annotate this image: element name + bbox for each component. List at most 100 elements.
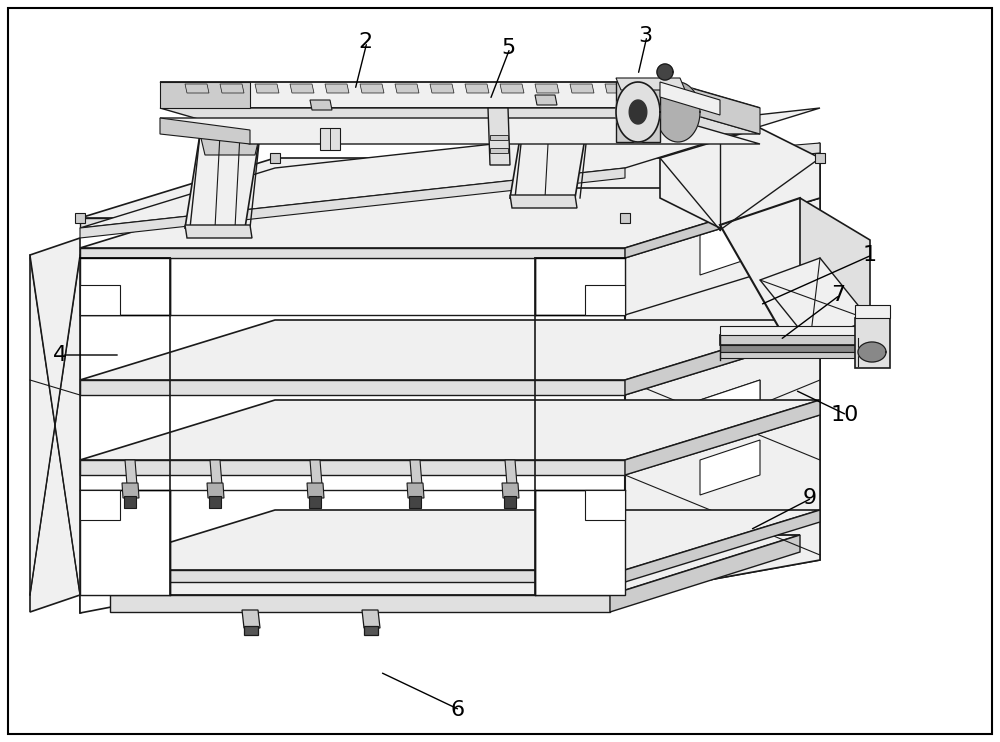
Text: 10: 10 <box>831 405 859 425</box>
Polygon shape <box>185 134 260 228</box>
Polygon shape <box>720 326 875 335</box>
Polygon shape <box>185 84 209 93</box>
Polygon shape <box>410 460 422 485</box>
Polygon shape <box>124 496 136 508</box>
Polygon shape <box>800 198 870 320</box>
Polygon shape <box>160 82 760 108</box>
Polygon shape <box>122 483 139 498</box>
Polygon shape <box>625 320 820 395</box>
Polygon shape <box>75 213 85 223</box>
Polygon shape <box>625 188 820 258</box>
Polygon shape <box>535 95 557 105</box>
Polygon shape <box>720 352 875 358</box>
Polygon shape <box>625 158 820 595</box>
Polygon shape <box>80 258 625 595</box>
Polygon shape <box>360 84 384 93</box>
Polygon shape <box>80 108 820 228</box>
Polygon shape <box>209 496 221 508</box>
Polygon shape <box>80 218 625 228</box>
Polygon shape <box>80 168 625 238</box>
Polygon shape <box>110 595 610 612</box>
Text: 2: 2 <box>358 32 372 52</box>
Polygon shape <box>80 380 625 395</box>
Polygon shape <box>290 84 314 93</box>
Polygon shape <box>625 400 820 475</box>
Polygon shape <box>80 400 820 460</box>
Polygon shape <box>325 84 349 93</box>
Polygon shape <box>185 225 252 238</box>
Polygon shape <box>320 128 340 150</box>
Polygon shape <box>625 510 820 582</box>
Polygon shape <box>656 82 700 142</box>
Polygon shape <box>80 188 820 248</box>
Polygon shape <box>275 403 820 473</box>
Polygon shape <box>220 84 244 93</box>
Polygon shape <box>80 158 820 218</box>
Polygon shape <box>490 148 508 153</box>
Text: 4: 4 <box>53 345 67 365</box>
Polygon shape <box>610 535 800 612</box>
Polygon shape <box>80 258 170 315</box>
Polygon shape <box>200 134 260 155</box>
Polygon shape <box>275 143 820 198</box>
Polygon shape <box>815 153 825 163</box>
Polygon shape <box>535 258 625 315</box>
Polygon shape <box>80 220 200 613</box>
Polygon shape <box>395 84 419 93</box>
Polygon shape <box>858 342 886 362</box>
Polygon shape <box>720 198 870 347</box>
Polygon shape <box>625 158 820 595</box>
Polygon shape <box>275 288 820 358</box>
Text: 6: 6 <box>451 700 465 720</box>
Polygon shape <box>535 84 559 93</box>
Polygon shape <box>720 345 875 352</box>
Polygon shape <box>80 235 145 613</box>
Polygon shape <box>616 82 660 142</box>
Polygon shape <box>616 82 660 142</box>
Polygon shape <box>125 460 137 485</box>
Polygon shape <box>310 100 332 110</box>
Polygon shape <box>670 82 760 134</box>
Polygon shape <box>510 195 577 208</box>
Polygon shape <box>80 490 170 595</box>
Polygon shape <box>750 143 820 518</box>
Polygon shape <box>207 483 224 498</box>
Polygon shape <box>620 213 630 223</box>
Polygon shape <box>275 165 345 553</box>
Text: 9: 9 <box>803 488 817 508</box>
Polygon shape <box>535 490 625 595</box>
Polygon shape <box>407 483 424 498</box>
Polygon shape <box>700 380 760 435</box>
Polygon shape <box>80 248 625 258</box>
Polygon shape <box>80 510 820 570</box>
Polygon shape <box>855 305 890 318</box>
Polygon shape <box>210 460 222 485</box>
Polygon shape <box>488 108 510 165</box>
Polygon shape <box>510 108 590 198</box>
Polygon shape <box>585 490 625 520</box>
Polygon shape <box>362 610 380 628</box>
Polygon shape <box>430 84 454 93</box>
Polygon shape <box>490 135 508 140</box>
Polygon shape <box>605 84 629 93</box>
Text: 5: 5 <box>501 38 515 58</box>
Text: 1: 1 <box>863 245 877 265</box>
Polygon shape <box>160 118 760 144</box>
Polygon shape <box>585 285 625 315</box>
Polygon shape <box>760 258 870 342</box>
Polygon shape <box>80 490 120 520</box>
Text: 7: 7 <box>831 285 845 305</box>
Polygon shape <box>570 84 594 93</box>
Polygon shape <box>80 320 820 380</box>
Polygon shape <box>616 78 685 90</box>
Polygon shape <box>409 496 421 508</box>
Polygon shape <box>500 84 524 93</box>
Polygon shape <box>30 238 80 612</box>
Polygon shape <box>80 570 625 582</box>
Polygon shape <box>629 100 647 124</box>
Polygon shape <box>640 84 664 93</box>
Polygon shape <box>160 118 250 144</box>
Polygon shape <box>660 82 720 115</box>
Polygon shape <box>700 440 760 495</box>
Polygon shape <box>309 496 321 508</box>
